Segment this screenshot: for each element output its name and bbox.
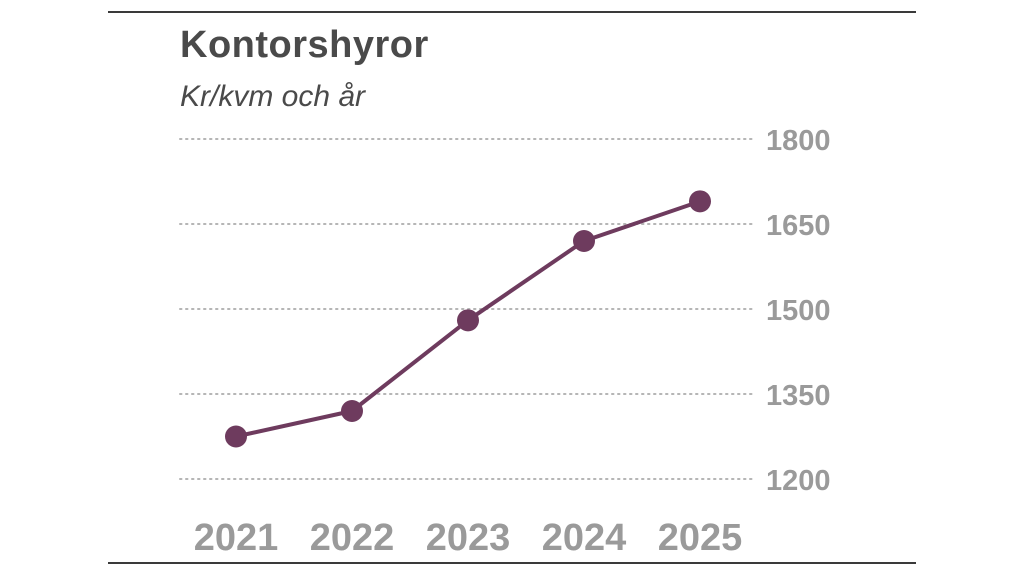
top-rule — [108, 11, 916, 13]
x-tick-label: 2024 — [542, 517, 627, 559]
x-tick-label: 2025 — [658, 517, 743, 559]
y-tick-label: 1650 — [766, 210, 831, 242]
y-tick-label: 1500 — [766, 295, 831, 327]
y-tick-label: 1350 — [766, 380, 831, 412]
x-tick-label: 2022 — [310, 517, 395, 559]
data-point — [225, 425, 247, 448]
data-point — [457, 309, 479, 332]
chart-subtitle: Kr/kvm och år — [180, 80, 366, 113]
data-point — [689, 190, 711, 213]
chart-title: Kontorshyror — [180, 24, 429, 66]
y-axis: 1200 1350 1500 1650 1800 — [766, 125, 831, 497]
data-point — [573, 230, 595, 252]
x-tick-label: 2023 — [426, 517, 511, 559]
x-tick-label: 2021 — [194, 517, 279, 559]
bottom-rule — [108, 562, 916, 564]
x-axis: 2021 2022 2023 2024 2025 — [194, 517, 743, 559]
series-layer — [225, 190, 711, 448]
gridlines — [179, 138, 753, 480]
y-tick-label: 1200 — [766, 465, 831, 497]
y-tick-label: 1800 — [766, 125, 831, 157]
data-point — [341, 400, 363, 422]
